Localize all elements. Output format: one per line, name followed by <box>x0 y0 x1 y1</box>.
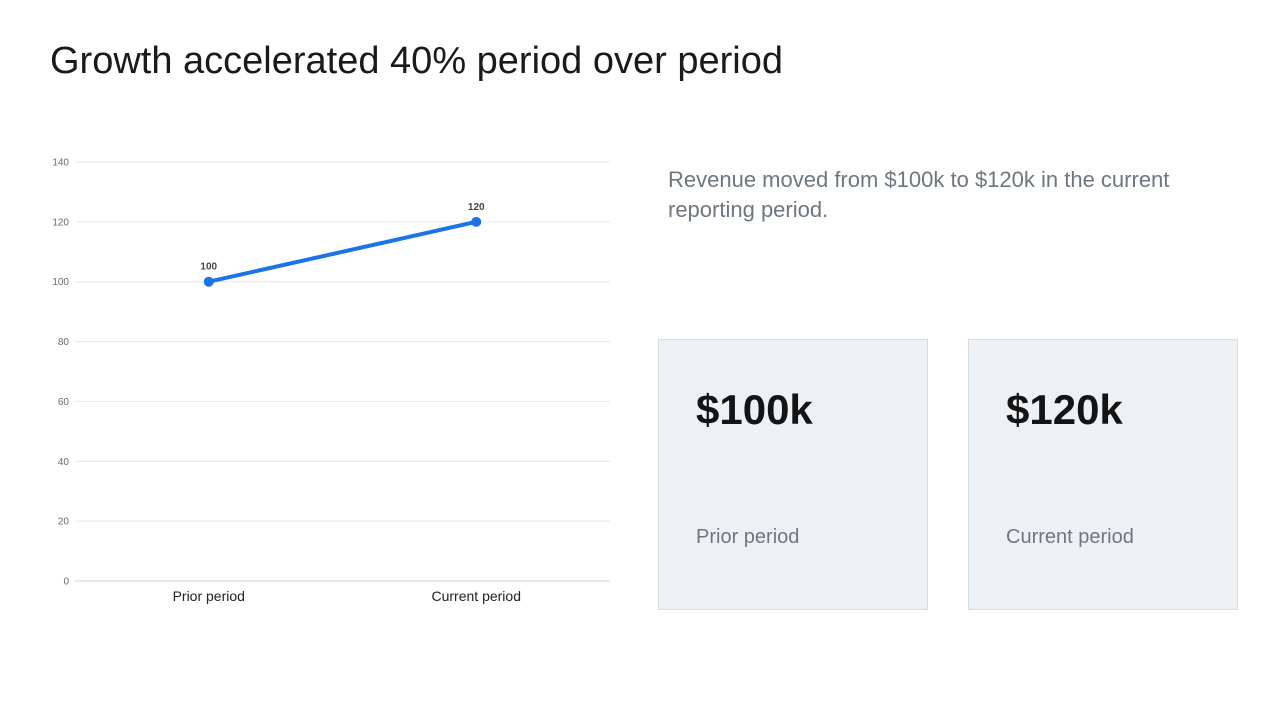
metric-value: $100k <box>696 386 813 433</box>
series-line <box>206 219 479 284</box>
y-tick-label: 20 <box>58 517 70 528</box>
data-point <box>471 216 482 227</box>
y-tick-label: 60 <box>58 397 70 408</box>
data-label: 100 <box>200 262 217 273</box>
data-point <box>203 276 214 287</box>
page-title: Growth accelerated 40% period over perio… <box>50 40 783 82</box>
chart-svg: 0 20 40 60 80 100 120 140 Prior period Current pe… <box>52 158 610 604</box>
metric-card-prior: $100k Prior period <box>658 339 928 610</box>
revenue-line-chart: 0 20 40 60 80 100 120 140 Prior period Current pe… <box>40 140 630 620</box>
y-tick-label: 120 <box>52 217 69 228</box>
x-tick-label: Prior period <box>173 588 245 604</box>
y-tick-label: 100 <box>52 277 69 288</box>
summary-text: Revenue moved from $100k to $120k in the… <box>668 167 1170 222</box>
metric-label: Prior period <box>696 526 800 548</box>
metric-label: Current period <box>1006 526 1134 548</box>
data-label: 120 <box>468 202 485 213</box>
y-tick-label: 140 <box>52 158 69 169</box>
metric-value: $120k <box>1006 386 1123 433</box>
y-tick-label: 0 <box>63 577 69 588</box>
y-tick-label: 80 <box>58 337 70 348</box>
metric-card-current: $120k Current period <box>968 339 1238 610</box>
y-tick-label: 40 <box>58 457 70 468</box>
x-tick-label: Current period <box>432 588 522 604</box>
